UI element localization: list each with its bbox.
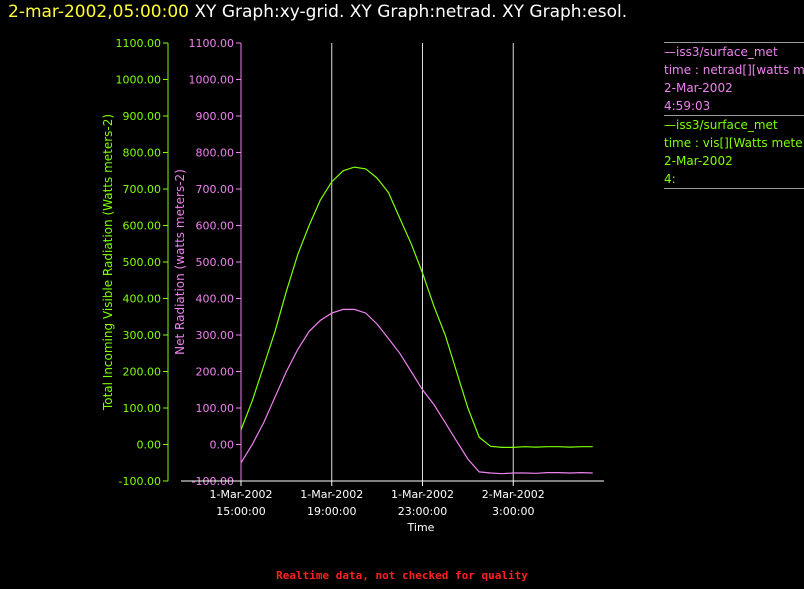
y-axis-label-green: Total Incoming Visible Radiation (Watts … bbox=[101, 114, 115, 411]
y-tick-label: 100.00 bbox=[196, 402, 235, 415]
y-tick-label: 1000.00 bbox=[189, 74, 235, 87]
x-tick-label-time: 23:00:00 bbox=[398, 505, 447, 518]
y-tick-label: 1100.00 bbox=[116, 37, 162, 50]
y-tick-label: 1100.00 bbox=[189, 37, 235, 50]
y-tick-label: 1000.00 bbox=[116, 74, 162, 87]
series-line-vis bbox=[240, 166, 593, 448]
legend-source: —iss3/surface_met bbox=[664, 118, 778, 132]
legend-entry-vis: —iss3/surface_met time : vis[][Watts met… bbox=[664, 115, 804, 189]
y-tick-label: 900.00 bbox=[123, 110, 162, 123]
legend-desc: time : vis[][Watts mete bbox=[664, 136, 803, 150]
y-tick-label: 800.00 bbox=[123, 147, 162, 160]
y-axis-label-magenta: Net Radiation (watts meters-2) bbox=[173, 169, 187, 355]
y-tick-label: 900.00 bbox=[196, 110, 235, 123]
x-tick-label-date: 2-Mar-2002 bbox=[482, 488, 545, 501]
y-tick-label: 700.00 bbox=[196, 183, 235, 196]
header-titles: XY Graph:xy-grid. XY Graph:netrad. XY Gr… bbox=[194, 2, 628, 22]
legend: —iss3/surface_met time : netrad[][watts … bbox=[664, 42, 804, 189]
y-tick-label: 0.00 bbox=[210, 439, 235, 452]
y-tick-label: 0.00 bbox=[137, 439, 162, 452]
y-tick-label: 500.00 bbox=[196, 256, 235, 269]
x-tick-label-date: 1-Mar-2002 bbox=[300, 488, 363, 501]
y-tick-label: 400.00 bbox=[196, 293, 235, 306]
x-tick-label-date: 1-Mar-2002 bbox=[391, 488, 454, 501]
y-tick-label: 300.00 bbox=[196, 329, 235, 342]
grid-layer bbox=[331, 43, 514, 481]
y-tick-label: 500.00 bbox=[123, 256, 162, 269]
y-tick-label: 200.00 bbox=[123, 366, 162, 379]
y-tick-label: 200.00 bbox=[196, 366, 235, 379]
quality-disclaimer: Realtime data, not checked for quality bbox=[276, 569, 528, 582]
x-axis-label: Time bbox=[407, 521, 435, 534]
x-tick-label-time: 15:00:00 bbox=[216, 505, 265, 518]
y-tick-label: -100.00 bbox=[119, 475, 161, 488]
y-tick-label: 300.00 bbox=[123, 329, 162, 342]
x-tick-label-time: 3:00:00 bbox=[492, 505, 534, 518]
x-tick-label-date: 1-Mar-2002 bbox=[210, 488, 273, 501]
series-layer bbox=[240, 166, 593, 475]
y-tick-label: 100.00 bbox=[123, 402, 162, 415]
axes-layer: Total Incoming Visible Radiation (Watts … bbox=[101, 37, 604, 534]
header: 2-mar-2002,05:00:00 XY Graph:xy-grid. XY… bbox=[8, 2, 627, 22]
legend-desc: time : netrad[][watts me bbox=[664, 63, 804, 77]
legend-source: —iss3/surface_met bbox=[664, 45, 778, 59]
y-tick-label: 400.00 bbox=[123, 293, 162, 306]
y-tick-label: 600.00 bbox=[196, 220, 235, 233]
header-datetime: 2-mar-2002,05:00:00 bbox=[8, 2, 189, 22]
legend-entry-netrad: —iss3/surface_met time : netrad[][watts … bbox=[664, 42, 804, 115]
legend-date: 2-Mar-2002 bbox=[664, 81, 733, 95]
y-tick-label: 700.00 bbox=[123, 183, 162, 196]
legend-time: 4: bbox=[664, 170, 804, 189]
legend-date: 2-Mar-2002 bbox=[664, 154, 733, 168]
legend-time: 4:59:03 bbox=[664, 99, 711, 113]
y-tick-label: 800.00 bbox=[196, 147, 235, 160]
y-tick-label: 600.00 bbox=[123, 220, 162, 233]
series-line-netrad bbox=[240, 308, 593, 475]
x-tick-label-time: 19:00:00 bbox=[307, 505, 356, 518]
